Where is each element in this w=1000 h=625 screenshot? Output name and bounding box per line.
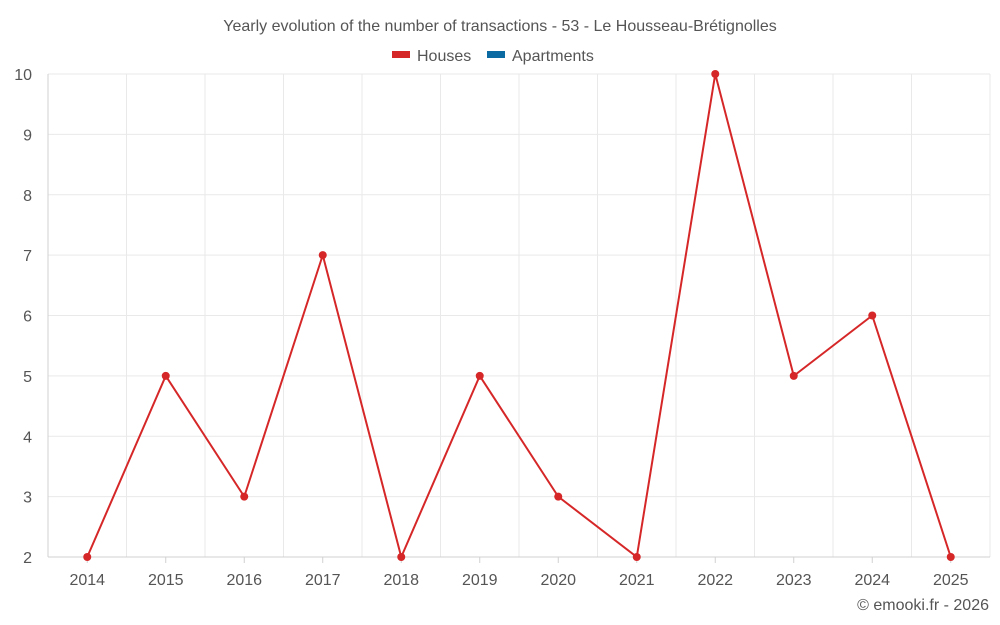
- x-tick-label: 2020: [540, 572, 576, 589]
- x-tick-label: 2014: [69, 572, 105, 589]
- y-tick-label: 2: [23, 550, 32, 567]
- x-tick-label: 2018: [383, 572, 419, 589]
- data-point[interactable]: [711, 70, 720, 78]
- data-point[interactable]: [397, 553, 406, 561]
- y-tick-label: 3: [23, 490, 32, 507]
- data-point[interactable]: [83, 553, 92, 561]
- legend-label-houses[interactable]: Houses: [417, 48, 471, 65]
- x-tick-label: 2019: [462, 572, 498, 589]
- y-tick-label: 4: [23, 429, 32, 446]
- data-point[interactable]: [789, 371, 798, 380]
- y-tick-label: 7: [23, 248, 32, 265]
- x-tick-label: 2021: [619, 572, 655, 589]
- x-tick-label: 2024: [854, 572, 890, 589]
- data-point[interactable]: [868, 311, 877, 320]
- legend[interactable]: Houses Apartments: [392, 48, 594, 65]
- series-line-houses: [86, 73, 952, 558]
- data-point[interactable]: [161, 371, 170, 380]
- data-point[interactable]: [554, 492, 563, 501]
- legend-swatch-houses: [392, 51, 410, 58]
- x-tick-label: 2023: [776, 572, 812, 589]
- data-point[interactable]: [632, 553, 641, 561]
- y-tick-label: 9: [23, 127, 32, 144]
- data-point[interactable]: [318, 251, 327, 260]
- x-tick-label: 2017: [305, 572, 341, 589]
- x-tick-label: 2022: [697, 572, 733, 589]
- x-tick-label: 2015: [148, 572, 184, 589]
- x-tick-label: 2016: [226, 572, 262, 589]
- y-tick-label: 5: [23, 369, 32, 386]
- y-tick-label: 6: [23, 309, 32, 326]
- data-point[interactable]: [240, 492, 249, 501]
- data-point[interactable]: [946, 553, 955, 561]
- legend-swatch-apartments: [487, 51, 505, 58]
- legend-label-apartments[interactable]: Apartments: [512, 48, 594, 65]
- y-tick-label: 8: [23, 188, 32, 205]
- data-point[interactable]: [475, 371, 484, 380]
- grid: [48, 73, 991, 557]
- credit-text: © emooki.fr - 2026: [857, 597, 989, 614]
- series-houses: [83, 70, 955, 561]
- x-tick-label: 2025: [933, 572, 969, 589]
- chart-title: Yearly evolution of the number of transa…: [223, 18, 777, 35]
- y-tick-label: 10: [14, 67, 32, 84]
- axes: 2 3 4 5 6 7 8 9 10 2014 2015 2016 2017 2018 2019 2020 20…: [14, 67, 990, 589]
